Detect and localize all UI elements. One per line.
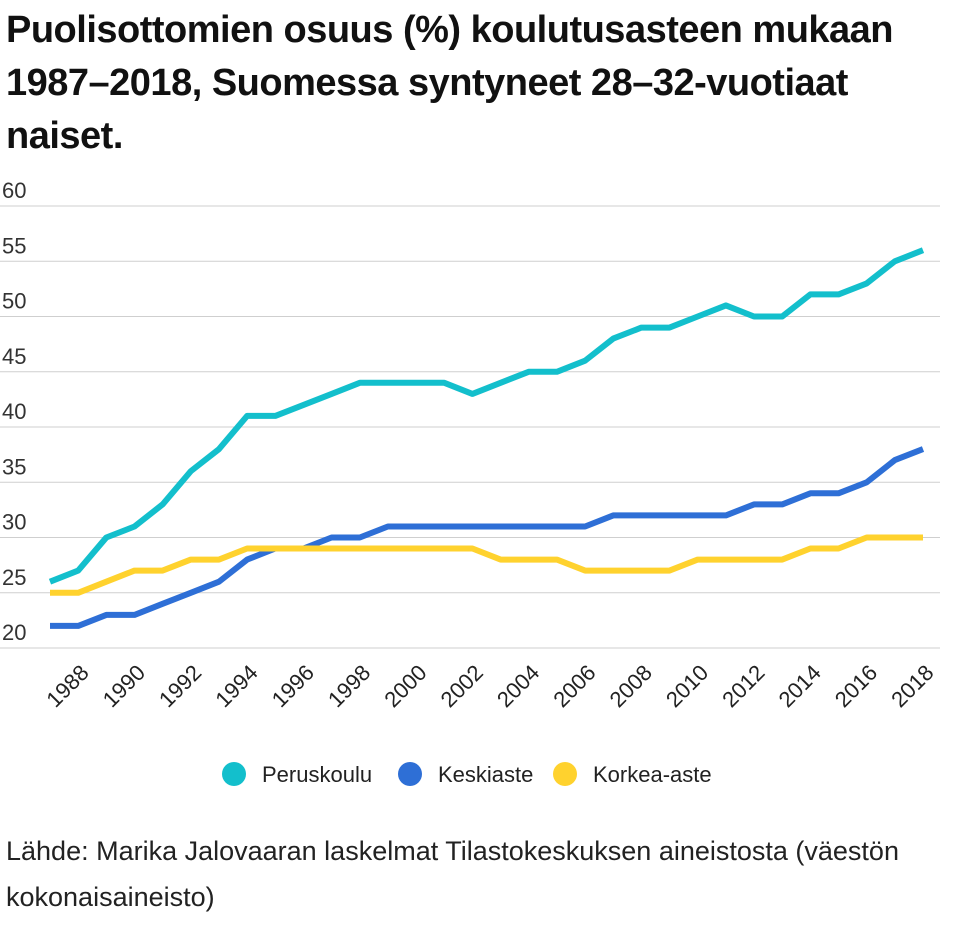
series-line-korkea-aste bbox=[50, 534, 923, 596]
x-tick-label: 2018 bbox=[886, 660, 938, 712]
series-line-peruskoulu bbox=[48, 247, 925, 585]
y-tick-label: 45 bbox=[2, 344, 26, 369]
gridlines bbox=[0, 205, 940, 649]
x-tick-label: 2010 bbox=[661, 660, 713, 712]
legend-label: Keskiaste bbox=[438, 762, 533, 787]
y-tick-label: 50 bbox=[2, 289, 26, 314]
chart-title: Puolisottomien osuus (%) koulutusasteen … bbox=[6, 9, 894, 157]
y-tick-label: 35 bbox=[2, 454, 26, 479]
x-tick-label: 2000 bbox=[379, 660, 431, 712]
legend-marker-keskiaste bbox=[398, 762, 422, 786]
legend: Peruskoulu Keskiaste Korkea-aste bbox=[222, 762, 712, 787]
y-tick-label: 30 bbox=[2, 510, 26, 535]
x-tick-label: 1998 bbox=[323, 660, 375, 712]
series-line-keskiaste bbox=[50, 446, 925, 629]
x-tick-label: 2014 bbox=[774, 660, 826, 712]
x-tick-label: 2008 bbox=[605, 660, 657, 712]
y-tick-label: 40 bbox=[2, 399, 26, 424]
x-tick-label: 2002 bbox=[436, 660, 488, 712]
x-tick-label: 2016 bbox=[830, 660, 882, 712]
x-tick-label: 1990 bbox=[98, 660, 150, 712]
x-tick-label: 1988 bbox=[41, 660, 93, 712]
x-tick-label: 1994 bbox=[210, 660, 262, 712]
x-tick-label: 2004 bbox=[492, 660, 544, 712]
x-tick-label: 1996 bbox=[267, 660, 319, 712]
x-tick-label: 2012 bbox=[717, 660, 769, 712]
legend-label: Korkea-aste bbox=[593, 762, 712, 787]
y-tick-label: 55 bbox=[2, 233, 26, 258]
x-tick-label: 1992 bbox=[154, 660, 206, 712]
x-axis-tick-labels: 1988 1990 1992 1994 1996 1998 2000 2002 2004 2006… bbox=[41, 660, 938, 712]
legend-marker-peruskoulu bbox=[222, 762, 246, 786]
line-chart: 20 25 30 35 40 45 50 55 60 1988 1990 1992 1994 1996 1… bbox=[0, 178, 940, 787]
y-tick-label: 25 bbox=[2, 565, 26, 590]
legend-marker-korkea-aste bbox=[553, 762, 577, 786]
y-tick-label: 60 bbox=[2, 178, 26, 203]
y-axis-tick-labels: 20 25 30 35 40 45 50 55 60 bbox=[2, 178, 26, 645]
series-lines bbox=[48, 247, 925, 629]
x-tick-label: 2006 bbox=[548, 660, 600, 712]
y-tick-label: 20 bbox=[2, 620, 26, 645]
source-note: Lähde: Marika Jalovaaran laskelmat Tilas… bbox=[6, 836, 899, 912]
legend-label: Peruskoulu bbox=[262, 762, 372, 787]
